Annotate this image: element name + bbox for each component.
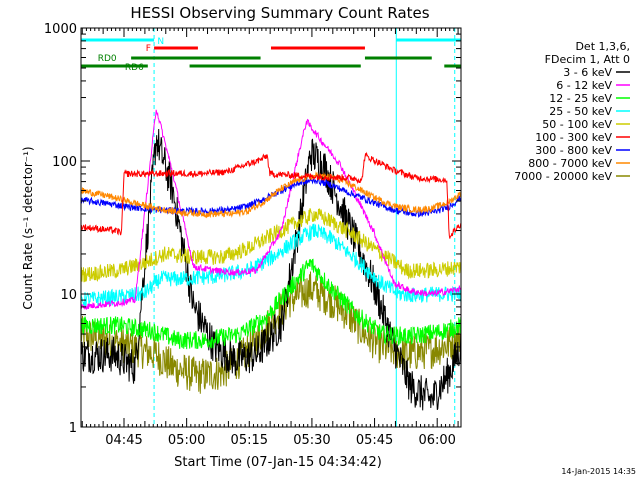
legend-label: 800 - 7000 keV (528, 157, 612, 170)
series-line-25-50-kev (80, 223, 462, 308)
timestamp: 14-Jan-2015 14:35 (561, 467, 636, 476)
legend-header-line-2: FDecim 1, Att 0 (545, 53, 630, 66)
legend-label: 50 - 100 keV (542, 118, 612, 131)
series-line-50-100-kev (80, 208, 462, 283)
legend-header-line-1: Det 1,3,6, (575, 40, 630, 53)
x-tick-label: 05:30 (293, 433, 330, 448)
legend-label: 3 - 6 keV (563, 66, 612, 79)
y-tick-label: 100 (52, 155, 77, 170)
series-line-300-800-kev (80, 176, 462, 219)
legend-label: 7000 - 20000 keV (514, 170, 612, 183)
y-tick-label: 1 (69, 421, 77, 436)
x-tick-label: 05:00 (168, 433, 205, 448)
series-line-6-12-kev (80, 109, 462, 310)
x-tick-label: 05:15 (231, 433, 268, 448)
legend-label: 300 - 800 keV (535, 144, 612, 157)
y-axis-label: Count Rate (s⁻¹ detector⁻¹) (21, 146, 35, 309)
x-tick-label: 05:45 (356, 433, 393, 448)
legend-label: 25 - 50 keV (549, 105, 612, 118)
series-line-3-6-kev (80, 128, 462, 411)
legend-label: 100 - 300 keV (535, 131, 612, 144)
y-tick-label: 1000 (44, 22, 77, 37)
state-bar-label-rd6: RD6 (125, 63, 144, 73)
series-line-100-300-kev (80, 151, 462, 239)
x-axis-label: Start Time (07-Jan-15 04:34:42) (174, 455, 382, 470)
chart-title: HESSI Observing Summary Count Rates (130, 4, 429, 22)
plot-area: NF RD0 RD6 (80, 28, 462, 427)
state-bar-label-f: F (146, 44, 151, 54)
x-axis: 04:45 05:00 05:15 05:30 05:45 06:00 (81, 28, 459, 448)
plot-frame (80, 27, 462, 428)
x-tick-label: 06:00 (418, 433, 455, 448)
x-tick-label: 04:45 (105, 433, 142, 448)
y-axis: 1 10 100 1000 (44, 22, 461, 436)
y-tick-label: 10 (60, 288, 77, 303)
state-bar-label-rd0: RD0 (98, 54, 117, 64)
legend-label: 6 - 12 keV (556, 79, 612, 92)
series-line-800-7000-kev (80, 171, 462, 219)
series-line-12-25-kev (80, 258, 462, 350)
state-bar-label-n: N (157, 37, 164, 47)
legend-label: 12 - 25 keV (549, 92, 612, 105)
